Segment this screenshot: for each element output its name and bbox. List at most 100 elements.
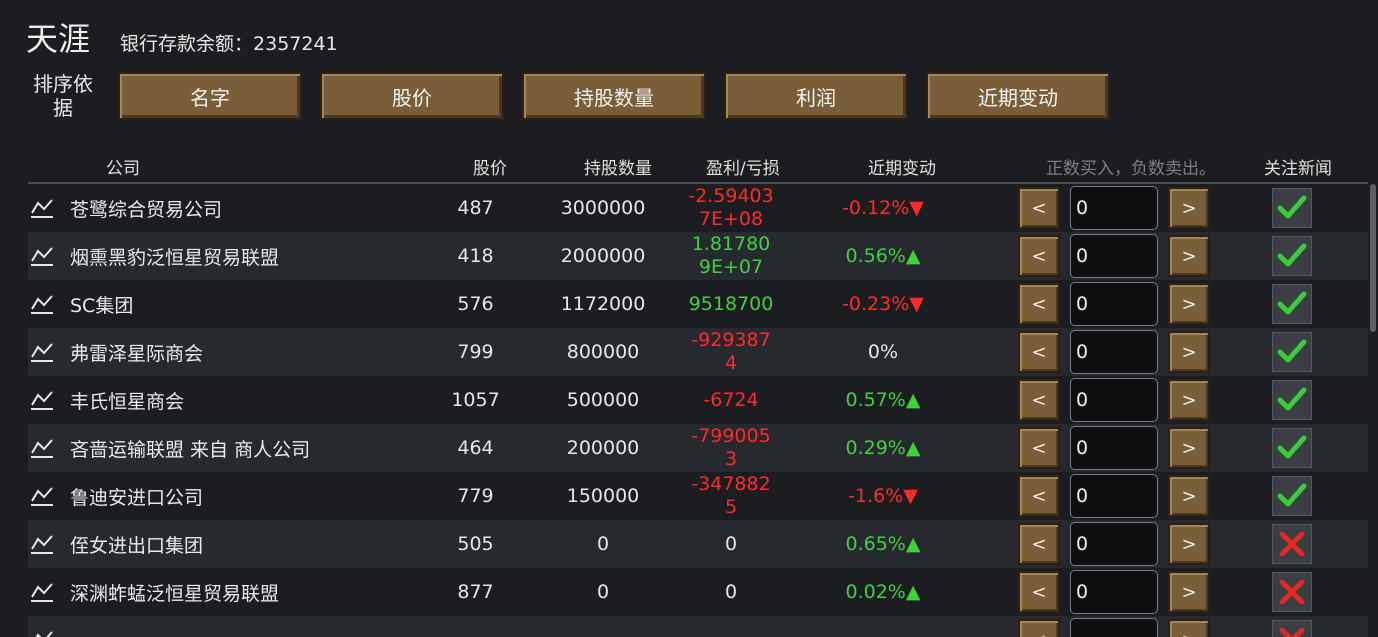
follow-news-check-icon[interactable] bbox=[1272, 380, 1312, 420]
sort-by-shares-button[interactable]: 持股数量 bbox=[522, 72, 706, 120]
profit-loss: -7990053 bbox=[691, 425, 771, 470]
increase-button[interactable]: > bbox=[1168, 523, 1210, 565]
follow-news-check-icon[interactable] bbox=[1272, 428, 1312, 468]
sort-by-name-button[interactable]: 名字 bbox=[118, 72, 302, 120]
quantity-input[interactable]: 0 bbox=[1070, 522, 1158, 566]
increase-button[interactable]: > bbox=[1168, 427, 1210, 469]
shares-held: 2000000 bbox=[560, 244, 646, 267]
shares-held: 1172000 bbox=[560, 292, 646, 315]
table-row: 鲁迪安进口公司 779 150000 -3478825 -1.6%▼ <0 > bbox=[28, 472, 1368, 520]
profit-loss: -2.594037E+08 bbox=[688, 185, 774, 230]
decrease-button[interactable]: < bbox=[1018, 379, 1060, 421]
decrease-button[interactable]: < bbox=[1018, 187, 1060, 229]
quantity-input[interactable]: 0 bbox=[1070, 234, 1158, 278]
table-row: SC集团 576 1172000 9518700 -0.23%▼ <0 > bbox=[28, 280, 1368, 328]
balance-value: 2357241 bbox=[253, 33, 338, 55]
quantity-input[interactable]: 0 bbox=[1070, 378, 1158, 422]
chart-icon[interactable] bbox=[28, 424, 56, 472]
follow-news-check-icon[interactable] bbox=[1272, 188, 1312, 228]
stock-price: 576 bbox=[457, 293, 494, 315]
company-name: 苍鹭综合贸易公司 bbox=[70, 198, 223, 221]
col-change: 近期变动 bbox=[868, 159, 936, 179]
sort-by-change-button[interactable]: 近期变动 bbox=[926, 72, 1110, 120]
balance-label: 银行存款余额： bbox=[120, 33, 254, 55]
increase-button[interactable]: > bbox=[1168, 283, 1210, 325]
chart-icon[interactable] bbox=[28, 280, 56, 328]
quantity-input[interactable]: 0 bbox=[1070, 426, 1158, 470]
stock-table: 苍鹭综合贸易公司 487 3000000 -2.594037E+08 -0.12%▼ <0… bbox=[28, 184, 1368, 637]
table-row: 苍鹭综合贸易公司 487 3000000 -2.594037E+08 -0.12%▼ <0… bbox=[28, 184, 1368, 232]
header: 天涯 银行存款余额：2357241 bbox=[26, 14, 338, 60]
sort-by-profit-button[interactable]: 利润 bbox=[724, 72, 908, 120]
decrease-button[interactable]: < bbox=[1018, 331, 1060, 373]
quantity-input[interactable]: 0 bbox=[1070, 570, 1158, 614]
chart-icon[interactable] bbox=[28, 184, 56, 232]
follow-news-cross-icon[interactable] bbox=[1272, 620, 1312, 637]
shares-held: 0 bbox=[596, 580, 610, 603]
recent-change: 0.02%▲ bbox=[845, 581, 921, 603]
increase-button[interactable]: > bbox=[1168, 379, 1210, 421]
profit-loss: 0 bbox=[724, 532, 738, 555]
chart-icon[interactable] bbox=[28, 328, 56, 376]
profit-loss: -6724 bbox=[703, 388, 759, 411]
shares-held: 3000000 bbox=[560, 196, 646, 219]
recent-change: 0% bbox=[867, 341, 899, 363]
stock-price: 505 bbox=[457, 533, 494, 555]
quantity-input[interactable]: 0 bbox=[1070, 282, 1158, 326]
decrease-button[interactable]: < bbox=[1018, 571, 1060, 613]
chart-icon[interactable] bbox=[28, 616, 56, 637]
chart-icon[interactable] bbox=[28, 376, 56, 424]
increase-button[interactable]: > bbox=[1168, 475, 1210, 517]
decrease-button[interactable]: < bbox=[1018, 235, 1060, 277]
scrollbar[interactable] bbox=[1370, 184, 1376, 332]
follow-news-check-icon[interactable] bbox=[1272, 284, 1312, 324]
quantity-input[interactable]: 0 bbox=[1070, 474, 1158, 518]
table-header: 公司 股价 持股数量 盈利/亏损 近期变动 正数买入，负数卖出。 关注新闻 bbox=[28, 150, 1368, 184]
company-name: 鲁迪安进口公司 bbox=[70, 486, 204, 509]
profit-loss: 9518700 bbox=[688, 292, 774, 315]
decrease-button[interactable]: < bbox=[1018, 475, 1060, 517]
col-price: 股价 bbox=[473, 159, 507, 179]
decrease-button[interactable]: < bbox=[1018, 283, 1060, 325]
decrease-button[interactable]: < bbox=[1018, 427, 1060, 469]
sort-by-price-button[interactable]: 股价 bbox=[320, 72, 504, 120]
col-profit: 盈利/亏损 bbox=[706, 159, 780, 179]
follow-news-cross-icon[interactable] bbox=[1272, 572, 1312, 612]
chart-icon[interactable] bbox=[28, 520, 56, 568]
decrease-button[interactable]: < bbox=[1018, 523, 1060, 565]
stock-price: 464 bbox=[457, 437, 494, 459]
quantity-input[interactable] bbox=[1070, 618, 1158, 637]
company-name: 弗雷泽星际商会 bbox=[70, 342, 204, 365]
profit-loss: -3478825 bbox=[691, 473, 771, 518]
chart-icon[interactable] bbox=[28, 232, 56, 280]
recent-change: 0.57%▲ bbox=[845, 389, 921, 411]
increase-button[interactable]: > bbox=[1168, 235, 1210, 277]
follow-news-check-icon[interactable] bbox=[1272, 476, 1312, 516]
company-name: 丰氏恒星商会 bbox=[70, 390, 185, 413]
company-name: 吝啬运输联盟 来自 商人公司 bbox=[70, 438, 311, 461]
recent-change bbox=[818, 616, 948, 637]
stock-price: 799 bbox=[457, 341, 494, 363]
decrease-button[interactable]: < bbox=[1018, 619, 1060, 637]
stock-price: 487 bbox=[457, 197, 494, 219]
profit-loss: -9293874 bbox=[691, 329, 771, 374]
profit-loss: 1.817809E+07 bbox=[691, 233, 771, 278]
increase-button[interactable]: > bbox=[1168, 619, 1210, 637]
shares-held: 150000 bbox=[566, 484, 640, 507]
increase-button[interactable]: > bbox=[1168, 187, 1210, 229]
company-name: 侄女进出口集团 bbox=[70, 534, 204, 557]
recent-change: -0.12%▼ bbox=[842, 197, 924, 219]
chart-icon[interactable] bbox=[28, 472, 56, 520]
increase-button[interactable]: > bbox=[1168, 571, 1210, 613]
col-company: 公司 bbox=[106, 159, 140, 179]
quantity-input[interactable]: 0 bbox=[1070, 186, 1158, 230]
follow-news-check-icon[interactable] bbox=[1272, 236, 1312, 276]
stock-price: 418 bbox=[457, 245, 494, 267]
follow-news-cross-icon[interactable] bbox=[1272, 524, 1312, 564]
quantity-input[interactable]: 0 bbox=[1070, 330, 1158, 374]
increase-button[interactable]: > bbox=[1168, 331, 1210, 373]
table-row: 丰氏恒星商会 1057 500000 -6724 0.57%▲ <0 > bbox=[28, 376, 1368, 424]
shares-held: 500000 bbox=[566, 388, 640, 411]
chart-icon[interactable] bbox=[28, 568, 56, 616]
follow-news-check-icon[interactable] bbox=[1272, 332, 1312, 372]
